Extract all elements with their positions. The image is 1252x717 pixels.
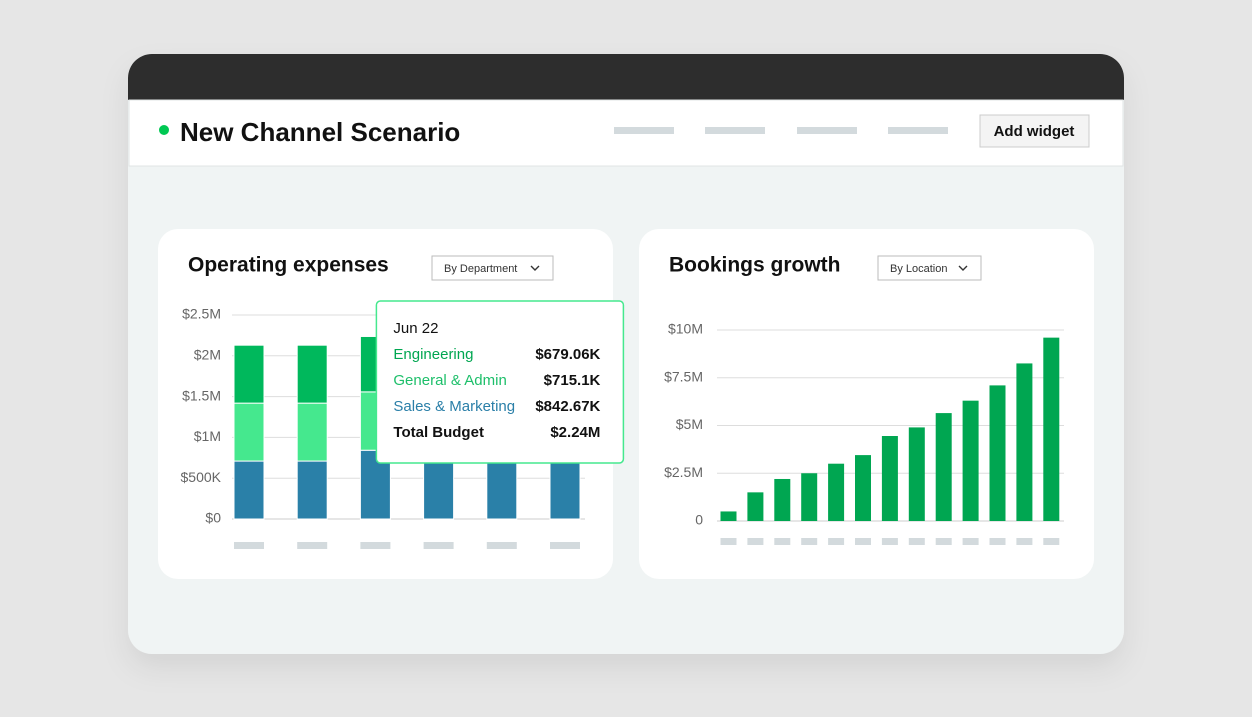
bar-segment (233, 460, 265, 520)
bar (1016, 363, 1033, 521)
bar-segment (486, 462, 518, 520)
bar-segment (296, 402, 328, 462)
y-tick-label: $7.5M (664, 368, 703, 384)
x-label-placeholder (801, 538, 818, 545)
add-widget-button[interactable] (979, 114, 1090, 148)
tooltip-series-name: Engineering (393, 346, 473, 363)
bar (962, 400, 979, 521)
x-label-placeholder (828, 538, 845, 545)
bar (935, 413, 952, 521)
x-label-placeholder (774, 538, 791, 545)
title-bar (128, 54, 1124, 100)
tooltip-total-label: Total Budget (393, 424, 484, 441)
y-tick-label: $0 (205, 510, 221, 526)
x-label-placeholder (855, 538, 871, 545)
nav-placeholder[interactable] (888, 127, 948, 134)
x-label-placeholder (360, 542, 391, 549)
dropdown-caret (958, 265, 968, 271)
x-label-placeholder (234, 542, 264, 549)
chart-title: Operating expenses (188, 254, 389, 277)
dropdown-caret (530, 265, 540, 271)
y-tick-label: $10M (668, 321, 703, 337)
tooltip-series-name: General & Admin (393, 372, 506, 389)
bar (747, 492, 764, 521)
charts: Operating expenses By Department $0 $500K $1… (181, 254, 1064, 549)
x-label-placeholder (1016, 538, 1033, 545)
y-tick-label: $2.5M (182, 306, 221, 322)
x-label-placeholder (747, 538, 764, 545)
bar (881, 436, 898, 521)
bar (855, 455, 871, 521)
bar (908, 427, 925, 521)
button-label[interactable]: Add widget (994, 123, 1075, 140)
nav-placeholder[interactable] (705, 127, 765, 134)
x-label-placeholder (908, 538, 925, 545)
x-label-placeholder (550, 542, 580, 549)
x-label-placeholder (720, 538, 737, 545)
x-label-placeholder (1043, 538, 1060, 545)
page-title: New Channel Scenario (180, 117, 460, 147)
bar (801, 473, 818, 521)
dropdown[interactable] (877, 255, 982, 281)
x-label-placeholder (423, 542, 454, 549)
x-label-placeholder (486, 542, 517, 549)
y-tick-label: $2.5M (664, 464, 703, 480)
y-tick-label: $5M (676, 416, 703, 432)
x-label-placeholder (935, 538, 952, 545)
tooltip-value: $715.1K (544, 372, 601, 389)
y-tick-label: $500K (181, 469, 222, 485)
dropdown-label[interactable]: By Location (890, 263, 947, 275)
bar-segment (296, 344, 328, 404)
tooltip-series-name: Sales & Marketing (393, 398, 515, 415)
x-label-placeholder (989, 538, 1006, 545)
tooltip-total-value: $2.24M (550, 424, 600, 441)
nav-placeholder[interactable] (797, 127, 857, 134)
x-label-placeholder (881, 538, 898, 545)
status-dot (159, 125, 169, 135)
bar-segment (233, 402, 265, 462)
bar-segment (233, 344, 265, 404)
tooltip (375, 300, 625, 464)
tooltip-value: $679.06K (535, 346, 600, 363)
bar (989, 385, 1006, 521)
y-tick-label: $1M (194, 428, 221, 444)
y-tick-label: $1.5M (182, 387, 221, 403)
bar (774, 478, 791, 521)
card (639, 229, 1094, 579)
bar (1043, 337, 1060, 521)
tooltip-value: $842.67K (535, 398, 600, 415)
nav-placeholder[interactable] (614, 127, 674, 134)
x-label-placeholder (962, 538, 979, 545)
y-tick-label: 0 (695, 512, 703, 528)
tooltip-title: Jun 22 (393, 320, 438, 337)
bar-segment (423, 462, 455, 520)
bar (720, 511, 737, 521)
dropdown-label[interactable]: By Department (444, 263, 517, 275)
y-tick-label: $2M (194, 347, 221, 363)
bar-segment (296, 460, 328, 520)
x-label-placeholder (297, 542, 328, 549)
bar (828, 463, 845, 521)
chart-title: Bookings growth (669, 254, 841, 277)
bar-segment (549, 462, 581, 520)
